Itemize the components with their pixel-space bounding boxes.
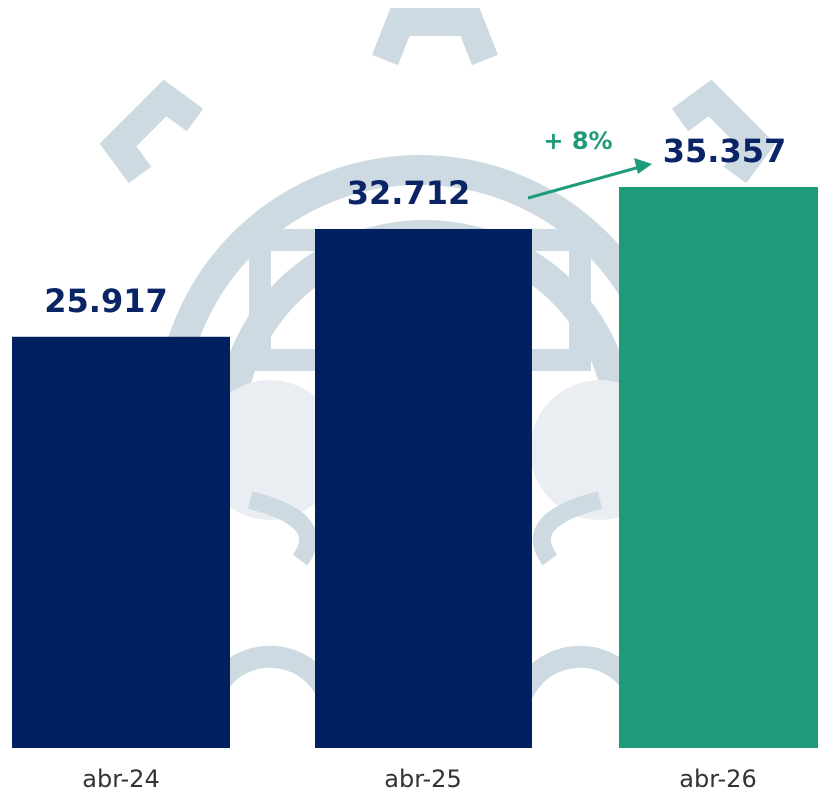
- value-label: 25.917: [44, 282, 167, 320]
- annotation: + 8%: [543, 127, 612, 155]
- trend-arrow: [527, 165, 641, 200]
- arrow-head: [634, 158, 652, 174]
- x-tick-label: abr-25: [384, 765, 461, 793]
- value-label: 32.712: [347, 174, 470, 212]
- x-tick-label: abr-24: [82, 765, 159, 793]
- bar: [619, 187, 818, 748]
- value-label: 35.357: [663, 132, 786, 170]
- x-tick-label: abr-26: [679, 765, 756, 793]
- bar: [12, 336, 230, 748]
- bar: [315, 228, 532, 748]
